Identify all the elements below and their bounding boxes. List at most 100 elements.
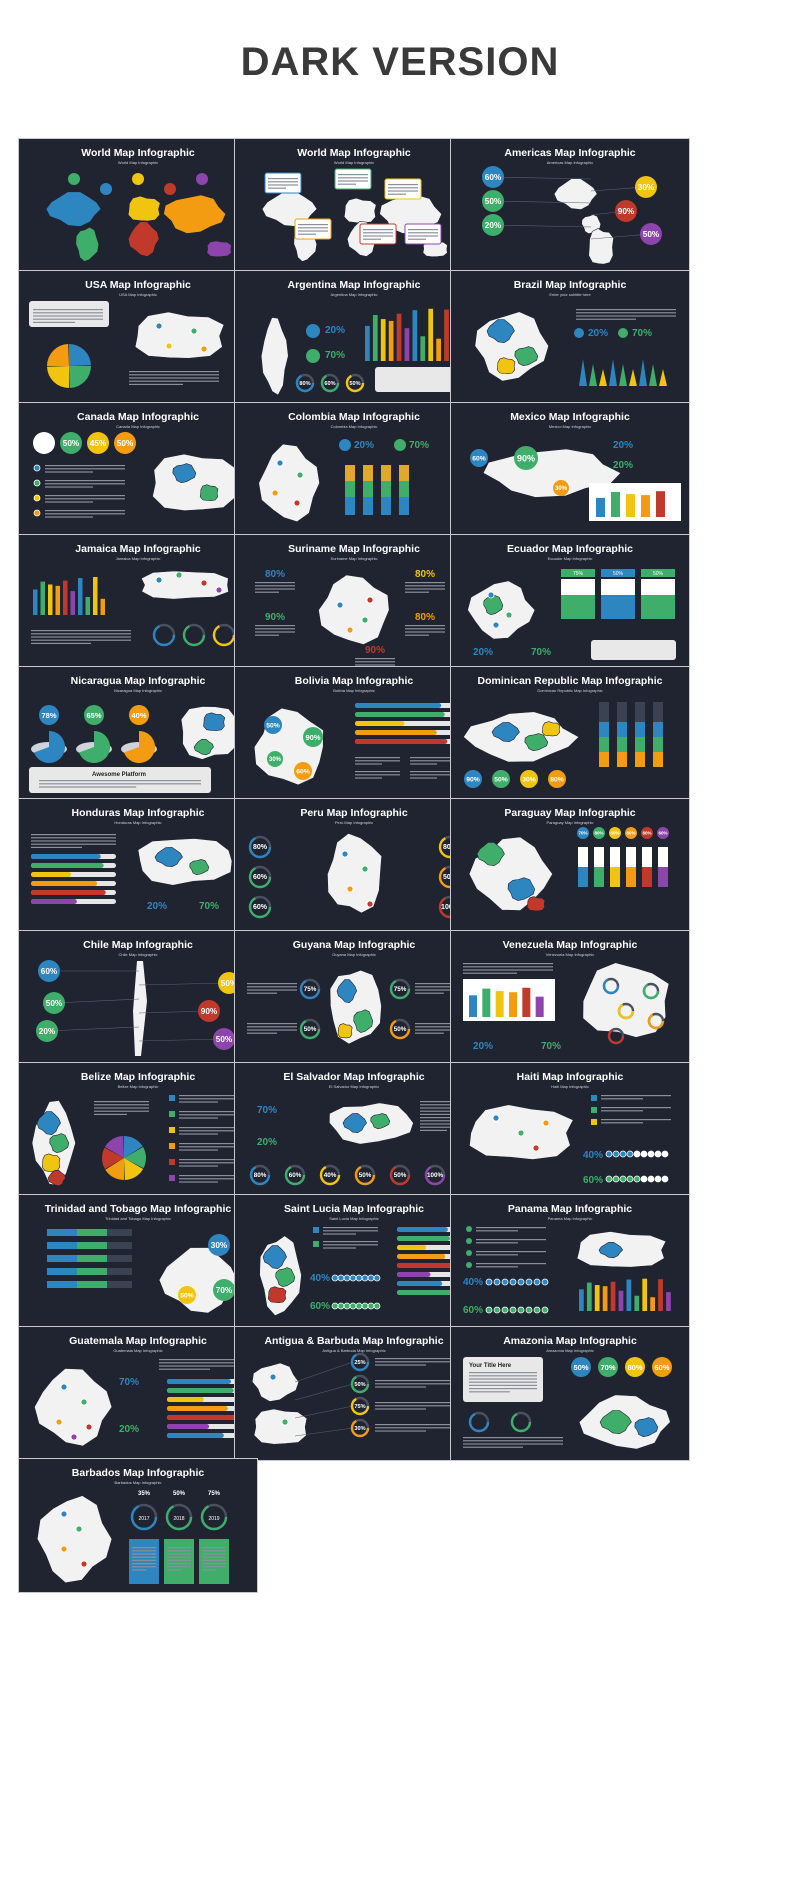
stlucia-region: [267, 1286, 287, 1304]
value-5-circle: [640, 223, 662, 245]
slide-thumbnail[interactable]: 75% 50% 45% 50% Canada Map Infographic Canada…: [18, 402, 258, 537]
slide-thumbnail[interactable]: 70% 20% Guatemala Map Infographic Guatemala…: [18, 1326, 258, 1461]
stlucia-region: [275, 1267, 296, 1288]
year-card: [164, 1539, 194, 1584]
peru-pin: [366, 900, 374, 908]
guatemala-bar-fill: [167, 1415, 236, 1420]
slide-artwork: 20% 70%: [463, 962, 670, 1052]
list-text-text-line: [601, 1119, 671, 1121]
slide-thumbnail[interactable]: Jamaica Map Infographic Jamaica Map Infog…: [18, 534, 258, 669]
stack-bar: [599, 722, 609, 737]
slide-thumbnail[interactable]: 50% 90% 30% 60% Bolivia Map Infographic Boliv…: [234, 666, 474, 801]
slide-thumbnail[interactable]: 25% 50% 75% 30% Antigua & Barbuda Map Infogr…: [234, 1326, 474, 1461]
slide-thumbnail[interactable]: 90% 50% 30% 80% Dominican Republic Map Infog…: [450, 666, 690, 801]
slide-thumbnail[interactable]: 40% 60% Haiti Map Infographic Haiti Map Inf…: [450, 1062, 690, 1197]
key-element-text-line: [31, 837, 116, 839]
slide-thumbnail[interactable]: 78% 65% 40% Awesome Platform Nicaragua Map I…: [18, 666, 258, 801]
slide-thumbnail[interactable]: 75% 50% 50% 20% 70% Ecuador Map Infographic Ec…: [450, 534, 690, 669]
bolivia-bar-fill: [355, 739, 448, 744]
slide-subtitle: World Map Infographic: [333, 160, 375, 165]
jamaica-pin: [175, 571, 183, 579]
slide-subtitle: World Map Infographic: [117, 160, 159, 165]
slide-thumbnail[interactable]: 80%60%60%80%50%100%Peru Map InfographicP…: [234, 798, 474, 933]
callout-box: [294, 218, 332, 240]
slide-artwork: 50% 90% 30% 60%: [253, 703, 460, 786]
usa-pin: [165, 342, 173, 350]
slide-thumbnail[interactable]: 60% 30% 50% 90% 20% 50% Americas Map Infograph…: [450, 138, 690, 273]
people-b-pin: [485, 1306, 493, 1314]
slide-thumbnail[interactable]: 70% 20% 80% 60% 40% 50% 50% 100% El Salvador Map…: [234, 1062, 474, 1197]
top-badge-1-circle: [593, 827, 605, 839]
barbados-pin: [75, 1525, 83, 1533]
jamaica-chart-bar: [63, 580, 68, 615]
slide-thumbnail[interactable]: 20% 70% Honduras Map Infographic Honduras M…: [18, 798, 258, 933]
stat-a: 70%: [257, 1105, 277, 1116]
slide-thumbnail[interactable]: World Map Infographic World Map Infograph…: [234, 138, 474, 273]
year-card-text-text-line: [167, 1569, 182, 1571]
canada-list-text-line: [45, 498, 125, 500]
people-b-pin: [541, 1306, 549, 1314]
year-card-text-text-line: [167, 1550, 191, 1552]
pie-slice: [124, 731, 156, 763]
bubble-2-circle: [520, 770, 538, 788]
slide-thumbnail[interactable]: 20% 70% Brazil Map Infographic Enter your s…: [450, 270, 690, 405]
slide-thumbnail[interactable]: 30% 70% 50% Trinidad and Tobago Map Infogra…: [18, 1194, 258, 1329]
slide-thumbnail[interactable]: 35% 2017 50% 2018 75% 2019 Barbados Map Infogr…: [18, 1458, 258, 1593]
canada-list-pin: [33, 509, 41, 517]
year-card-text-text-line: [202, 1563, 226, 1565]
slide-subtitle: Antigua & Barbuda Map Infographic: [322, 1348, 386, 1353]
slide-thumbnail[interactable]: Belize Map Infographic Belize Map Infogra…: [18, 1062, 258, 1197]
jamaica-text-text-line: [31, 639, 131, 641]
stat-a: 20%: [354, 440, 374, 451]
ring-b-arc: [389, 978, 411, 1000]
slide-title: Haiti Map Infographic: [516, 1071, 624, 1083]
year-card-text-text-line: [202, 1553, 226, 1555]
people-a-pin: [525, 1278, 533, 1286]
callout-text-line: [268, 184, 298, 186]
people-b-pin: [640, 1175, 648, 1183]
slide-thumbnail[interactable]: 40% 60% Saint Lucia Map Infographic Saint L…: [234, 1194, 474, 1329]
list-text-text-line: [476, 1263, 546, 1265]
slide-title: Panama Map Infographic: [507, 1203, 633, 1215]
slide-thumbnail[interactable]: USA Map Infographic USA Map Infographic: [18, 270, 258, 405]
ring-l0-label: 80%: [253, 844, 268, 851]
list-icon: [591, 1119, 597, 1125]
slide-thumbnail[interactable]: 60% 50% 50% 90% 20% 50% Chile Map Infographic C…: [18, 930, 258, 1065]
slide-thumbnail[interactable]: 75% 75% 50% 50% Guyana Map Infographic Guyana…: [234, 930, 474, 1065]
ring-l1-arc: [248, 865, 272, 889]
slide-subtitle: Peru Map Infographic: [334, 820, 374, 825]
slide-subtitle: Nicaragua Map Infographic: [113, 688, 163, 693]
stat-b: 20%: [119, 1424, 139, 1435]
stat-b: 60%: [463, 1305, 483, 1316]
venezuela-chart-bar: [535, 996, 544, 1017]
year-card-text-text-line: [202, 1547, 226, 1549]
slide-thumbnail[interactable]: 90% 60% 30% 20% 20% Mexico Map Infographic Mex…: [450, 402, 690, 537]
ring-0-arc: [350, 1352, 370, 1372]
argentina-chart-bar: [380, 319, 386, 361]
list-text-text-line: [601, 1107, 671, 1109]
slide-thumbnail[interactable]: 20% 70% Venezuela Map Infographic Venezuela…: [450, 930, 690, 1065]
ring-3-label: 30%: [354, 1426, 365, 1432]
slide-thumbnail[interactable]: 80% 80% 90% 80% 90% Suriname Map Infographic S…: [234, 534, 474, 669]
ring-a-label: 80%: [299, 381, 310, 387]
stlucia-bar-fill: [397, 1272, 431, 1277]
checklist-text-line: [355, 763, 382, 765]
list-text-text-line: [601, 1110, 643, 1112]
slide-thumbnail[interactable]: 20% 70% 80% 60% 50% Argentina Map Infographic…: [234, 270, 474, 405]
callout-text-line: [338, 180, 368, 182]
callout-text-line: [388, 190, 418, 192]
slide-thumbnail[interactable]: 20% 70% Colombia Map Infographic Colombia M…: [234, 402, 474, 537]
slide-artwork: 90% 50% 30% 80%: [463, 702, 663, 788]
stack-bar: [381, 497, 391, 515]
slide-thumbnail[interactable]: Your Title Here 50% 70% 80% 60% Amazonia Map …: [450, 1326, 690, 1461]
slide-artwork: 20% 70%: [258, 439, 429, 523]
colombia-pin: [293, 499, 301, 507]
slide-thumbnail[interactable]: 40% 60% Panama Map Infographic Panama Map I…: [450, 1194, 690, 1329]
slide-thumbnail[interactable]: World Map Infographic World Map Infograph…: [18, 138, 258, 273]
title-text-text-line: [94, 1101, 149, 1103]
slide-thumbnail[interactable]: 70% 80% 60% 60% 80% 60% Paraguay Map Infograph…: [450, 798, 690, 933]
jamaica-pin: [200, 579, 208, 587]
element-text-text-line: [375, 1364, 426, 1366]
canada-list-text-line: [45, 465, 125, 467]
callout-text-line: [408, 232, 438, 234]
